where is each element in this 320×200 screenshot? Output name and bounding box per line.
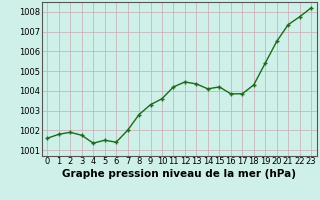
X-axis label: Graphe pression niveau de la mer (hPa): Graphe pression niveau de la mer (hPa) [62,169,296,179]
